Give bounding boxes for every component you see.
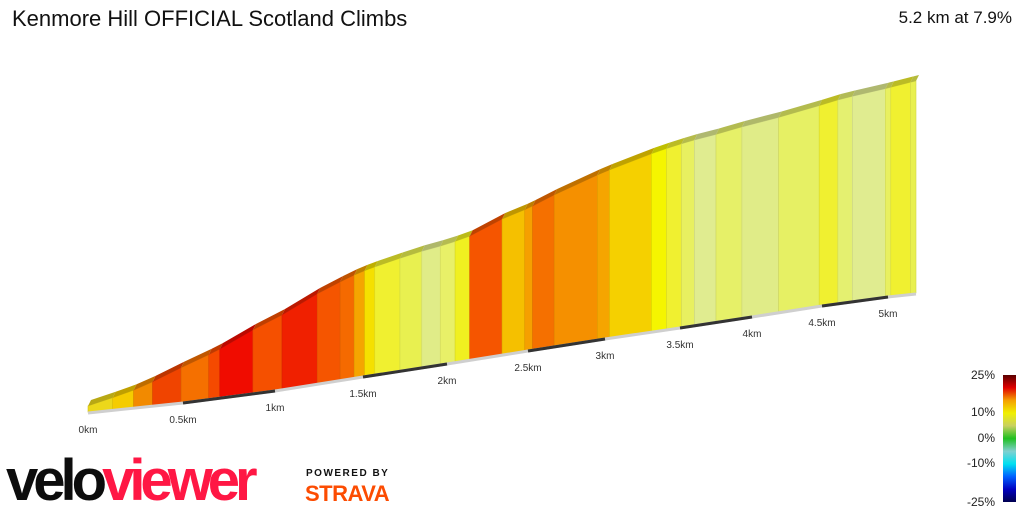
profile-segment [399, 250, 423, 371]
profile-segment [532, 194, 555, 350]
profile-segment [219, 329, 254, 398]
profile-segment-top [524, 200, 536, 210]
x-tick-label: 0km [79, 425, 98, 436]
profile-segment-top [219, 323, 256, 350]
x-tick-label: 4km [743, 329, 762, 340]
profile-segment [666, 143, 682, 330]
legend-label-0: 0% [977, 431, 995, 445]
veloviewer-logo: veloviewer [6, 448, 258, 513]
profile-segment [374, 257, 401, 375]
profile-segment [741, 117, 779, 318]
profile-segment-top [455, 230, 473, 242]
profile-segment-top [208, 343, 223, 355]
profile-segment-top [133, 375, 156, 391]
profile-segment [715, 126, 743, 322]
profile-segment-top [885, 81, 894, 89]
profile-segment [553, 174, 598, 347]
profile-segment-top [716, 120, 745, 135]
distance-band [362, 362, 448, 379]
profile-segment-top [112, 384, 137, 398]
profile-segment [454, 235, 470, 363]
x-tick-label: 0.5km [169, 415, 196, 426]
profile-segment [890, 81, 911, 297]
profile-segment [651, 148, 667, 332]
profile-segment [596, 169, 610, 340]
distance-band [821, 295, 889, 308]
profile-segment-top [440, 235, 459, 247]
profile-segment [910, 80, 917, 294]
distance-band [182, 389, 276, 405]
profile-segment-top [364, 260, 378, 271]
profile-segment-top [666, 137, 685, 149]
x-tick-label: 4.5km [808, 318, 835, 329]
profile-segment-top [181, 348, 212, 368]
profile-segment-top [532, 188, 558, 207]
profile-segment-top [681, 134, 698, 144]
profile-segment-top [890, 76, 914, 88]
climb-summary: 5.2 km at 7.9% [898, 8, 1012, 27]
profile-segment-top [837, 90, 856, 101]
profile-segment [339, 274, 355, 380]
x-tick-label: 2km [438, 376, 457, 387]
profile-segment [778, 105, 820, 313]
profile-segment [694, 134, 717, 326]
x-tick-label: 3.5km [666, 340, 693, 351]
profile-segment [818, 99, 839, 306]
profile-segment [439, 241, 456, 365]
profile-segment-top [469, 213, 506, 237]
legend-label-25: 25% [970, 368, 995, 382]
profile-segment-top [852, 82, 889, 97]
profile-segment-top [152, 361, 185, 382]
profile-segment-top [694, 128, 719, 141]
profile-segment-top [651, 142, 670, 154]
profile-segment [885, 86, 892, 297]
profile-segment [852, 88, 886, 302]
legend-label-neg10: -10% [966, 456, 995, 470]
profile-segment [501, 209, 526, 355]
profile-segment-top [778, 99, 823, 118]
climb-title: Kenmore Hill OFFICIAL Scotland Climbs [12, 6, 408, 31]
profile-segment-top [252, 309, 286, 330]
x-tick-label: 1km [266, 403, 285, 414]
profile-segment [469, 218, 503, 360]
profile-segment [681, 139, 695, 328]
profile-segment-top [597, 163, 613, 176]
profile-segment [837, 95, 853, 304]
profile-segment-top [88, 391, 116, 406]
profile-segment [316, 281, 341, 384]
profile-segment [208, 348, 221, 399]
profile-segment-top [354, 264, 368, 276]
profile-segment-top [609, 147, 655, 170]
profile-segment [421, 245, 441, 368]
legend-label-10: 10% [970, 405, 995, 419]
profile-segment-top [554, 169, 601, 195]
legend-label-neg25: -25% [966, 495, 995, 509]
gradient-legend-bar [1003, 375, 1016, 502]
profile-segment-top [399, 245, 425, 259]
distance-band [527, 337, 606, 353]
profile-segment-top [374, 252, 403, 267]
distance-band [679, 315, 753, 330]
x-tick-label: 2.5km [514, 363, 541, 374]
x-tick-label: 1.5km [349, 389, 376, 400]
profile-segment-top [282, 287, 321, 316]
profile-segment [353, 270, 365, 378]
profile-segment [364, 266, 376, 377]
profile-segment [524, 205, 533, 351]
profile-segment-top [340, 269, 358, 282]
profile-segment [609, 153, 652, 338]
profile-segment-top [502, 203, 528, 220]
profile-segment-top [819, 94, 841, 106]
x-tick-label: 5km [879, 309, 898, 320]
profile-segment-top [317, 275, 344, 294]
profile-segment-top [741, 111, 782, 127]
strava-logo: STRAVA [305, 481, 390, 506]
powered-by-label: POWERED BY [306, 468, 390, 479]
profile-segment-top [910, 75, 919, 83]
x-tick-label: 3km [596, 351, 615, 362]
profile-segment-top [421, 240, 444, 252]
